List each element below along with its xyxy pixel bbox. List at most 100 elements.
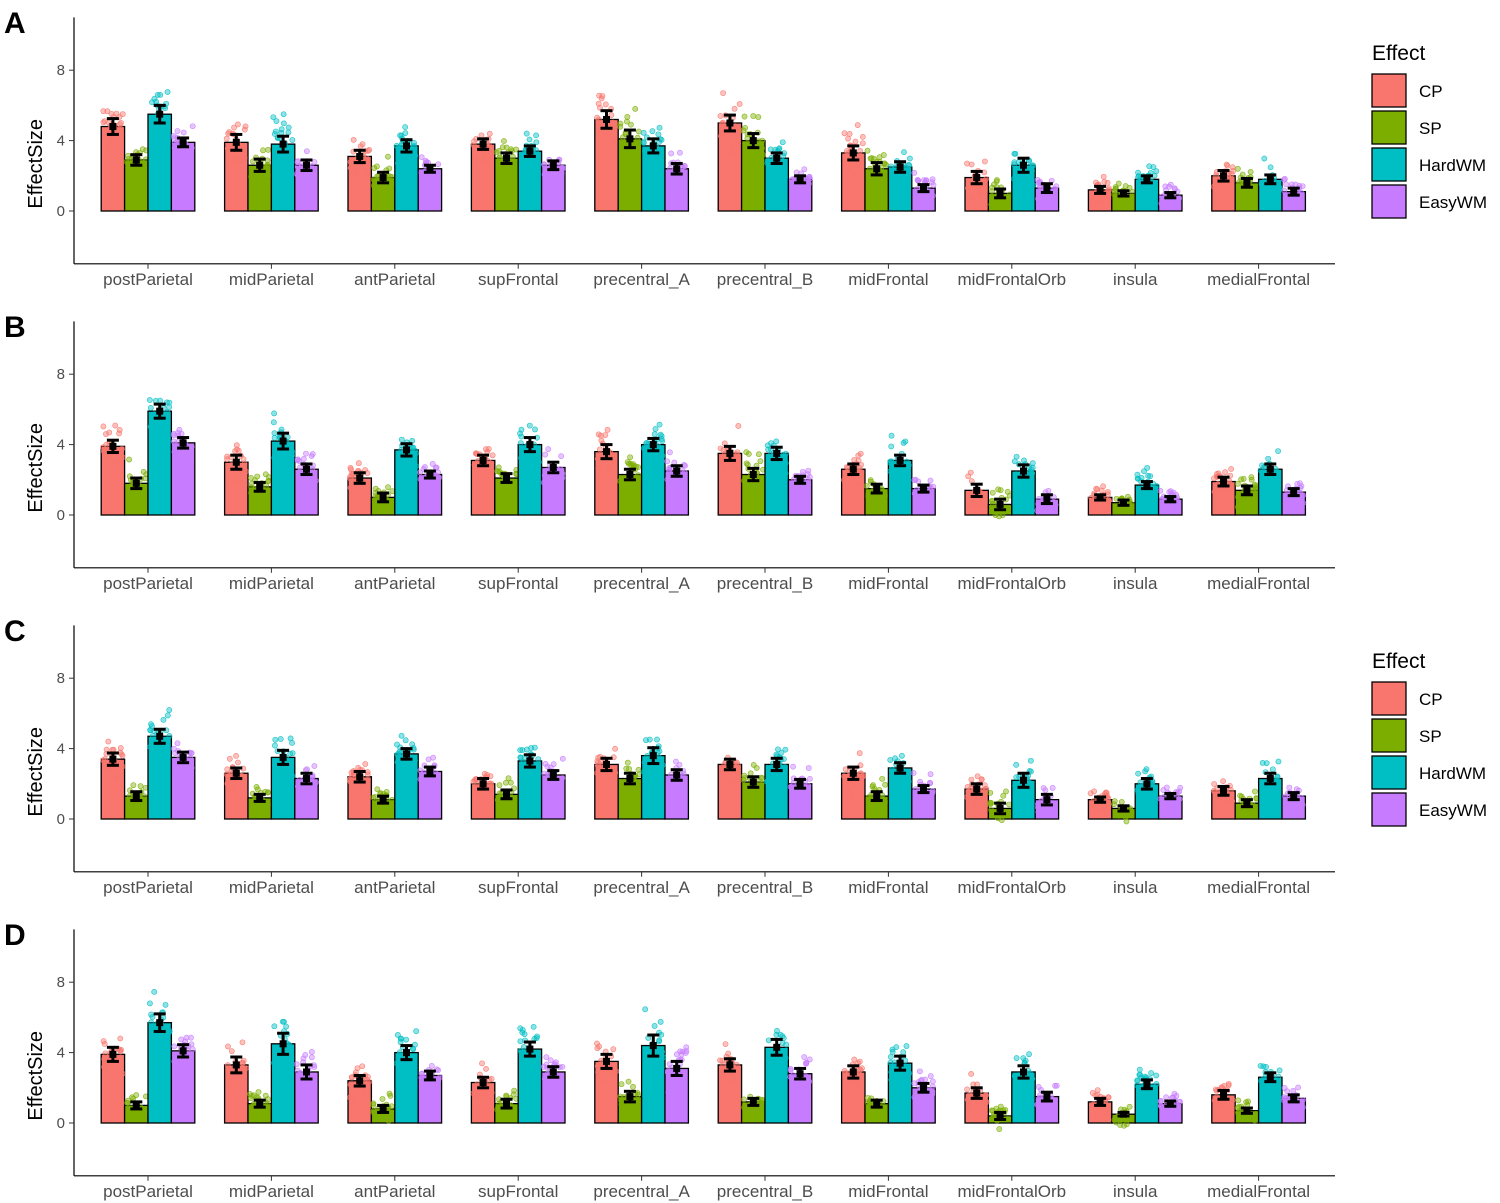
- data-point: [996, 513, 1002, 520]
- data-point: [1283, 181, 1290, 188]
- data-point: [347, 1094, 353, 1101]
- data-point: [1228, 176, 1235, 183]
- data-point: [887, 1059, 894, 1066]
- data-point: [1138, 475, 1145, 481]
- data-point: [870, 782, 876, 789]
- data-point: [483, 1065, 489, 1072]
- data-point: [1116, 812, 1122, 819]
- data-point: [1229, 1097, 1236, 1104]
- data-point: [635, 128, 642, 135]
- data-point: [531, 744, 538, 751]
- data-point: [127, 805, 134, 811]
- data-point: [974, 1081, 980, 1088]
- data-point: [1247, 168, 1254, 175]
- data-point: [630, 461, 637, 468]
- data-point: [746, 792, 753, 799]
- data-point: [618, 1081, 625, 1088]
- data-point: [858, 770, 864, 777]
- data-point: [888, 432, 895, 439]
- data-point: [396, 1051, 403, 1058]
- data-point: [117, 125, 124, 132]
- data-point: [988, 807, 995, 813]
- data-point: [927, 1073, 934, 1079]
- data-point: [929, 176, 936, 183]
- data-point: [233, 752, 239, 759]
- mean-marker: [1120, 189, 1127, 197]
- data-point: [929, 1083, 936, 1090]
- data-point: [486, 130, 493, 137]
- data-point: [396, 145, 402, 152]
- data-point: [557, 472, 564, 479]
- data-point: [235, 121, 241, 128]
- data-point: [917, 794, 924, 800]
- mean-marker: [1143, 1080, 1151, 1088]
- data-point: [1029, 460, 1036, 467]
- data-point: [533, 139, 540, 146]
- data-point: [728, 463, 735, 470]
- data-point: [397, 1039, 404, 1046]
- data-point: [243, 1065, 249, 1072]
- data-point: [271, 430, 278, 437]
- data-point: [263, 164, 270, 171]
- mean-marker: [379, 1105, 387, 1113]
- legend-label: CP: [1419, 82, 1443, 101]
- data-point: [119, 763, 126, 770]
- data-point: [624, 759, 631, 766]
- bar-HardWM-midParietal: [270, 143, 296, 212]
- x-tick-label: midFrontal: [848, 574, 928, 593]
- data-point: [162, 1001, 169, 1008]
- data-point: [981, 158, 988, 165]
- mean-marker: [232, 458, 240, 466]
- mean-marker: [673, 467, 681, 475]
- data-point: [625, 1078, 632, 1085]
- y-tick-label: 4: [57, 133, 65, 150]
- data-point: [1284, 495, 1291, 502]
- data-point: [1137, 779, 1144, 786]
- data-point: [510, 153, 516, 160]
- mean-marker: [896, 456, 904, 464]
- data-point: [619, 134, 626, 141]
- data-point: [1129, 504, 1136, 510]
- legend-label: EasyWM: [1419, 801, 1487, 820]
- data-point: [148, 721, 154, 728]
- data-point: [1259, 760, 1266, 766]
- data-point: [887, 468, 894, 475]
- data-point: [1028, 768, 1034, 775]
- data-point: [641, 759, 648, 766]
- data-point: [668, 150, 675, 157]
- data-point: [559, 775, 566, 781]
- data-point: [624, 114, 631, 120]
- data-point: [149, 1014, 156, 1020]
- data-point: [188, 1034, 194, 1041]
- data-point: [1177, 784, 1184, 791]
- data-point: [1164, 1109, 1171, 1116]
- y-tick-label: 4: [57, 741, 65, 758]
- data-point: [768, 170, 775, 177]
- data-point: [488, 460, 495, 467]
- data-point: [435, 161, 442, 168]
- data-point: [395, 750, 402, 757]
- mean-marker: [232, 138, 240, 146]
- data-point: [1235, 1097, 1242, 1104]
- data-point: [175, 156, 182, 162]
- legend-title: Effect: [1372, 42, 1425, 65]
- data-point: [230, 785, 237, 792]
- data-point: [768, 1048, 775, 1055]
- data-point: [302, 1052, 309, 1058]
- data-point: [425, 182, 432, 189]
- data-point: [656, 421, 663, 428]
- data-point: [890, 468, 897, 475]
- mean-marker: [279, 437, 287, 445]
- x-tick-label: insula: [1113, 878, 1158, 897]
- mean-marker: [232, 1061, 240, 1069]
- mean-marker: [1220, 478, 1227, 486]
- data-point: [541, 1076, 548, 1082]
- data-point: [659, 1048, 666, 1055]
- data-point: [293, 170, 300, 177]
- data-point: [361, 1090, 367, 1097]
- data-point: [1105, 195, 1112, 202]
- data-point: [976, 500, 983, 507]
- data-point: [517, 430, 523, 437]
- data-point: [1261, 155, 1268, 162]
- data-point: [1267, 164, 1274, 171]
